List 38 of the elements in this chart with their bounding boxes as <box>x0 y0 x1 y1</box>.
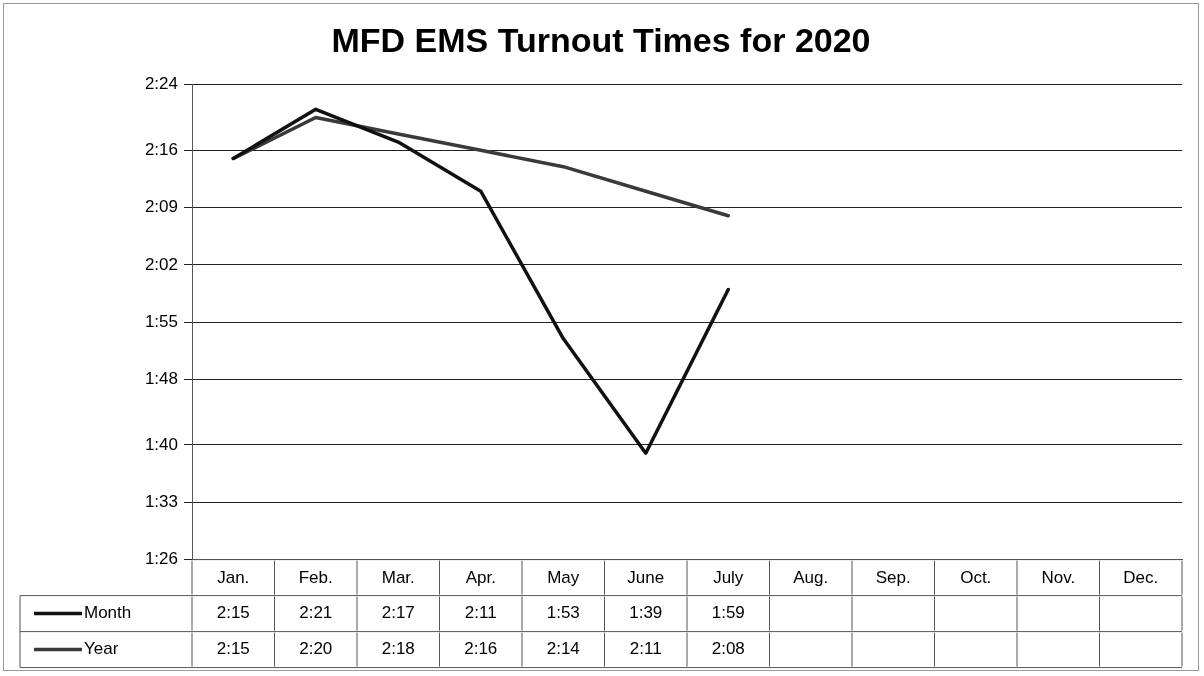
x-tick-label: Mar. <box>381 568 415 588</box>
data-label: 2:11 <box>464 603 497 623</box>
x-tick-label: Feb. <box>298 568 333 588</box>
y-tick-label: 2:24 <box>144 74 178 94</box>
x-tick-label: Dec. <box>1123 568 1159 588</box>
data-label: 2:15 <box>216 639 250 659</box>
x-tick-label: June <box>627 568 665 588</box>
data-label: 2:15 <box>216 603 250 623</box>
y-tick-label: 2:09 <box>144 197 178 217</box>
x-tick-label: Jan. <box>217 568 250 588</box>
y-tick-label: 1:48 <box>144 369 178 389</box>
legend-label: Year <box>84 639 119 659</box>
y-tick-label: 1:26 <box>144 549 178 569</box>
data-label: 1:53 <box>546 603 580 623</box>
x-tick-label: Apr. <box>465 568 496 588</box>
x-tick-label: July <box>713 568 744 588</box>
data-label: 2:08 <box>711 639 745 659</box>
data-label: 2:20 <box>299 639 333 659</box>
data-label: 2:11 <box>629 639 662 659</box>
legend-label: Month <box>84 603 132 623</box>
y-tick-label: 2:02 <box>144 254 178 274</box>
data-label: 1:59 <box>711 603 745 623</box>
y-tick-label: 2:16 <box>144 139 178 159</box>
chart-title: MFD EMS Turnout Times for 2020 <box>331 20 871 59</box>
data-label: 2:14 <box>546 639 580 659</box>
x-tick-label: May <box>547 568 580 588</box>
y-tick-label: 1:33 <box>144 491 178 511</box>
x-tick-label: Nov. <box>1041 568 1076 588</box>
data-label: 1:39 <box>629 603 663 623</box>
y-tick-label: 1:40 <box>144 434 178 454</box>
y-tick-label: 1:55 <box>144 311 178 331</box>
x-tick-label: Oct. <box>960 568 992 588</box>
data-label: 2:17 <box>381 603 415 623</box>
data-label: 2:21 <box>299 603 333 623</box>
data-label: 2:18 <box>381 639 415 659</box>
x-tick-label: Sep. <box>875 568 911 588</box>
data-label: 2:16 <box>464 639 498 659</box>
x-tick-label: Aug. <box>793 568 829 588</box>
